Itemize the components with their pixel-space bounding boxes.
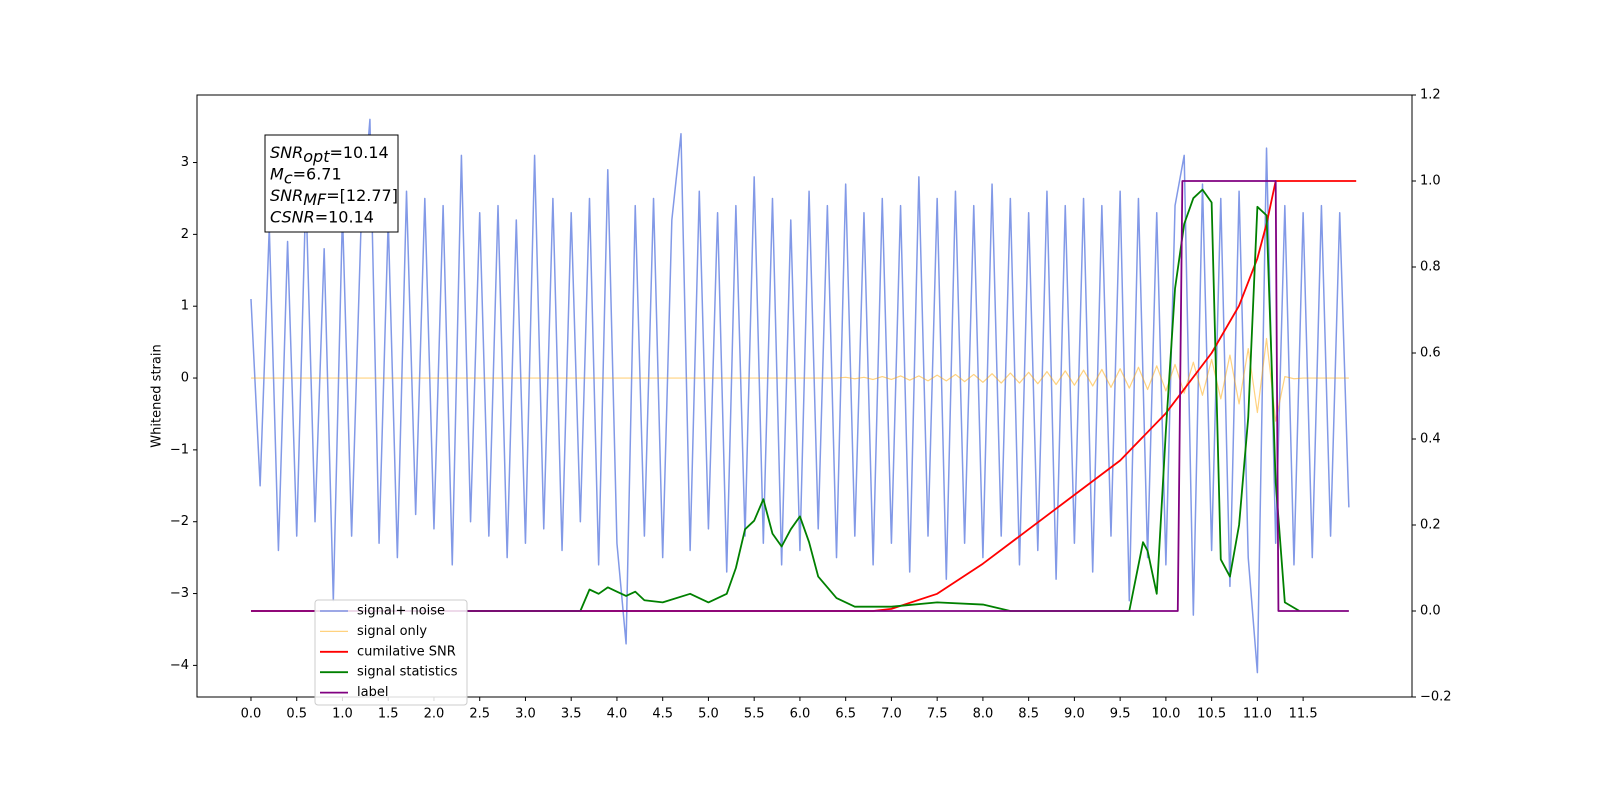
x-tick-label: 11.5 bbox=[1289, 707, 1318, 722]
x-tick-label: 5.0 bbox=[698, 707, 719, 722]
x-tick-label: 1.0 bbox=[332, 707, 353, 722]
x-tick-label: 0.0 bbox=[241, 707, 262, 722]
annotation-text: SNRopt=10.14 bbox=[270, 143, 389, 166]
x-tick-label: 2.5 bbox=[469, 707, 490, 722]
y2-tick-label: 0.0 bbox=[1420, 604, 1441, 619]
y2-tick-label: 0.4 bbox=[1420, 432, 1441, 447]
x-tick-label: 7.5 bbox=[927, 707, 948, 722]
annotation-box bbox=[264, 134, 399, 233]
x-tick-label: 0.5 bbox=[286, 707, 307, 722]
y-tick-label: −4 bbox=[170, 658, 189, 673]
x-tick-label: 4.0 bbox=[607, 707, 628, 722]
x-tick-label: 8.5 bbox=[1018, 707, 1039, 722]
y-tick-label: 0 bbox=[181, 371, 189, 386]
annotation-text: SNRMF=[12.77] bbox=[270, 186, 398, 209]
x-tick-label: 4.5 bbox=[652, 707, 673, 722]
y2-tick-label: 0.8 bbox=[1420, 260, 1441, 275]
annotation-subscript: opt bbox=[303, 147, 330, 166]
legend-label: signal+ noise bbox=[357, 604, 445, 619]
annotation-text: Mc=6.71 bbox=[270, 164, 342, 187]
annotation: SNRopt=10.14Mc=6.71SNRMF=[12.77]CSNR=10.… bbox=[264, 134, 399, 233]
annotation-symbol: SNR bbox=[270, 186, 303, 205]
annotation-symbol: SNR bbox=[270, 143, 303, 162]
y2-tick-label: −0.2 bbox=[1420, 690, 1452, 705]
x-tick-label: 3.5 bbox=[561, 707, 582, 722]
series-line bbox=[250, 180, 1357, 612]
x-tick-label: 7.0 bbox=[881, 707, 902, 722]
x-tick-label: 2.0 bbox=[424, 707, 445, 722]
x-tick-label: 8.0 bbox=[973, 707, 994, 722]
y2-tick-label: 0.2 bbox=[1420, 518, 1441, 533]
x-tick-label: 6.0 bbox=[790, 707, 811, 722]
y-tick-label: 3 bbox=[181, 155, 189, 170]
legend-label: signal statistics bbox=[357, 665, 458, 680]
series-line bbox=[250, 118, 1350, 674]
y2-tick-label: 0.6 bbox=[1420, 346, 1441, 361]
series-line bbox=[250, 337, 1349, 422]
annotation-text: CSNR=10.14 bbox=[270, 207, 374, 226]
annotation-symbol: M bbox=[270, 164, 284, 183]
annotation-symbol: CSNR bbox=[270, 207, 315, 226]
x-tick-label: 10.5 bbox=[1197, 707, 1226, 722]
series-line bbox=[250, 180, 1349, 612]
annotation-value: =10.14 bbox=[329, 143, 388, 162]
y-tick-label: 2 bbox=[181, 227, 189, 242]
y-tick-label: −2 bbox=[170, 514, 189, 529]
legend-label: cumilative SNR bbox=[357, 644, 456, 659]
legend-label: signal only bbox=[357, 624, 427, 639]
x-tick-label: 9.5 bbox=[1110, 707, 1131, 722]
x-tick-label: 3.0 bbox=[515, 707, 536, 722]
axes-frame bbox=[196, 94, 1413, 698]
annotation-value: =10.14 bbox=[315, 207, 374, 226]
y2-tick-label: 1.0 bbox=[1420, 174, 1441, 189]
annotation-value: =[12.77] bbox=[326, 186, 398, 205]
y2-tick-label: 1.2 bbox=[1420, 88, 1441, 103]
annotation-subscript: c bbox=[284, 168, 293, 187]
y-tick-label: 1 bbox=[181, 299, 189, 314]
x-tick-label: 1.5 bbox=[378, 707, 399, 722]
annotation-subscript: MF bbox=[303, 190, 327, 209]
annotation-value: =6.71 bbox=[293, 164, 342, 183]
x-tick-label: 6.5 bbox=[835, 707, 856, 722]
x-tick-label: 9.0 bbox=[1064, 707, 1085, 722]
plot-area bbox=[250, 118, 1357, 674]
x-tick-label: 5.5 bbox=[744, 707, 765, 722]
y-tick-label: −3 bbox=[170, 586, 189, 601]
y-tick-label: −1 bbox=[170, 442, 189, 457]
x-tick-label: 11.0 bbox=[1243, 707, 1272, 722]
legend: signal+ noise signal only cumilative SNR si… bbox=[314, 599, 468, 706]
legend-box bbox=[314, 599, 468, 706]
x-tick-label: 10.0 bbox=[1151, 707, 1180, 722]
y-axis-label: Whitened strain bbox=[150, 344, 165, 447]
legend-label: label bbox=[357, 685, 388, 700]
series-line bbox=[461, 188, 1300, 612]
